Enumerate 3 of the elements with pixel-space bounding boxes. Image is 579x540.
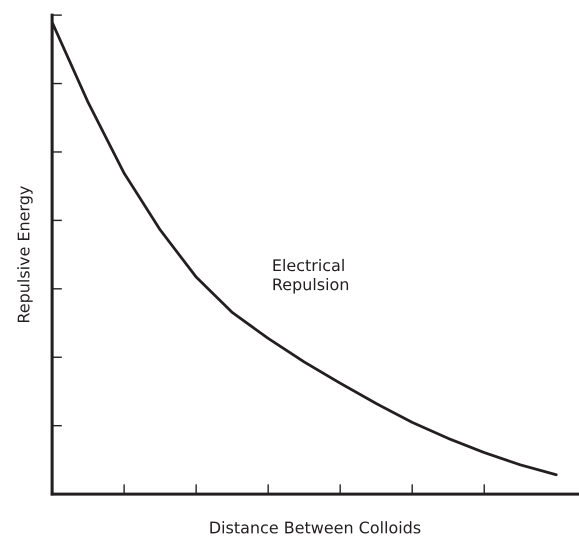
annotation: Electrical Repulsion: [273, 258, 348, 294]
y-axis-title: Repulsive Energy: [17, 186, 33, 322]
x-axis-title: Distance Between Colloids: [210, 521, 420, 534]
